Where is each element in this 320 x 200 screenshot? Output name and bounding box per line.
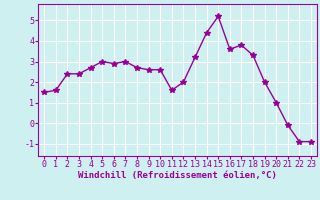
X-axis label: Windchill (Refroidissement éolien,°C): Windchill (Refroidissement éolien,°C) — [78, 171, 277, 180]
